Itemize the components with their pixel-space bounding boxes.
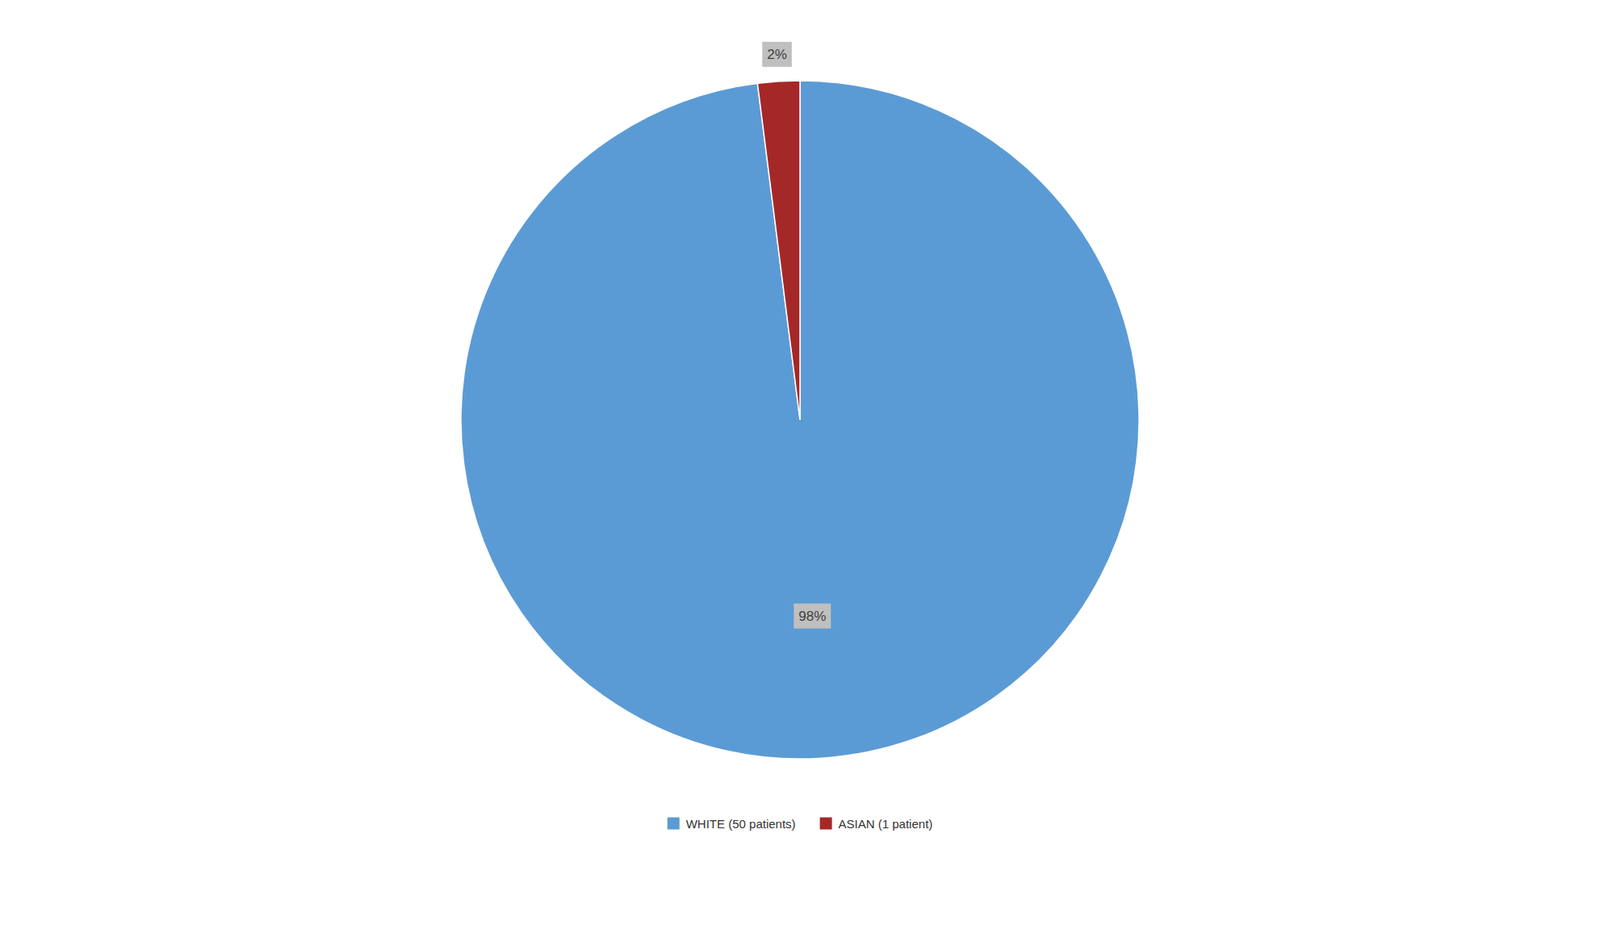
legend-label: ASIAN (1 patient) [838,816,934,831]
data-labels: 98% 2% [762,41,831,629]
chart: 98% 2% WHITE (50 patients) ASIAN (1 patient… [0,0,1600,934]
legend-swatch [667,817,680,830]
data-label: 2% [766,46,788,63]
slice [460,80,1140,759]
legend: WHITE (50 patients) ASIAN (1 patient) [667,816,934,831]
data-label-group: 98% [793,603,831,629]
data-label-group: 2% [762,41,792,68]
legend-item: ASIAN (1 patient) [820,816,934,831]
data-label-box [762,41,792,68]
slices [460,80,1140,759]
slice [757,80,800,420]
legend-label: WHITE (50 patients) [686,816,796,831]
legend-swatch [820,817,833,830]
data-label: 98% [798,608,826,625]
pie: 98% 2% [460,41,1140,759]
legend-item: WHITE (50 patients) [667,816,796,831]
data-label-box [793,603,831,629]
